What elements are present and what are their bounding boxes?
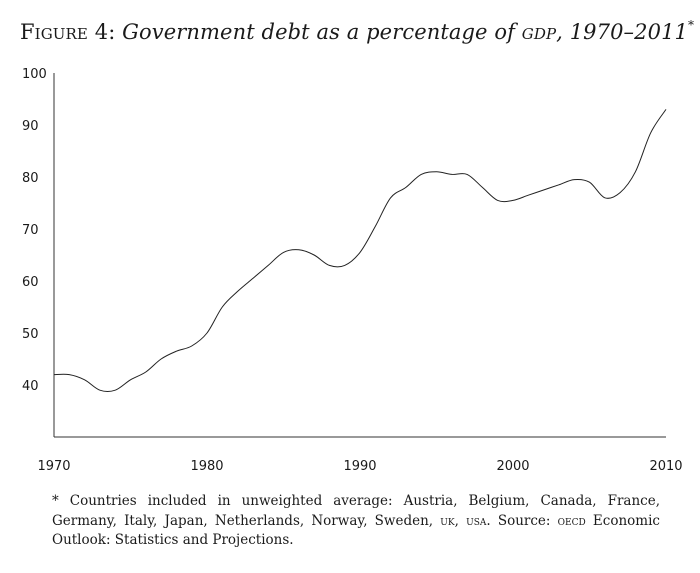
y-tick-label: 80 [22,171,39,186]
figure-title: Figure 4: Government debt as a percentag… [20,18,695,44]
y-tick-label: 60 [22,275,39,290]
series-line-debt [53,109,667,392]
chart-series [53,109,667,392]
figure-title-text: Government debt as a percentage of [122,20,515,44]
y-tick-label: 50 [22,327,39,342]
figure-label: Figure 4: [20,20,116,44]
footnote-usa: usa [466,512,487,529]
y-tick-label: 90 [22,119,39,134]
y-tick-label: 40 [22,379,39,394]
y-tick-label: 100 [22,67,47,82]
footnote-sep: , [454,512,467,529]
footnote-text-2: . Source: [486,512,558,529]
x-tick-label: 2010 [649,459,682,474]
figure-title-gdp: gdp [521,20,557,44]
x-tick-label: 2000 [496,459,529,474]
footnote-text-1: * Countries included in unweighted avera… [52,493,660,529]
x-tick-label: 1980 [190,459,223,474]
footnote: * Countries included in unweighted avera… [52,492,660,551]
y-axis-ticks: 40 50 60 70 80 90 100 [22,67,47,394]
footnote-text-3: Economic Outlook: Statistics and Project… [52,512,660,549]
figure-title-years: , 1970–2011 [556,20,688,44]
chart-axes [53,73,666,438]
x-axis-ticks: 1970 1980 1990 2000 2010 [37,459,682,474]
x-tick-label: 1970 [37,459,70,474]
y-tick-label: 70 [22,223,39,238]
x-tick-label: 1990 [343,459,376,474]
footnote-uk: uk [440,512,455,529]
line-chart: 40 50 60 70 80 90 100 1970 1980 1990 2000 2010 [22,67,683,474]
footnote-marker: * [688,18,695,32]
footnote-oecd: oecd [557,512,586,529]
